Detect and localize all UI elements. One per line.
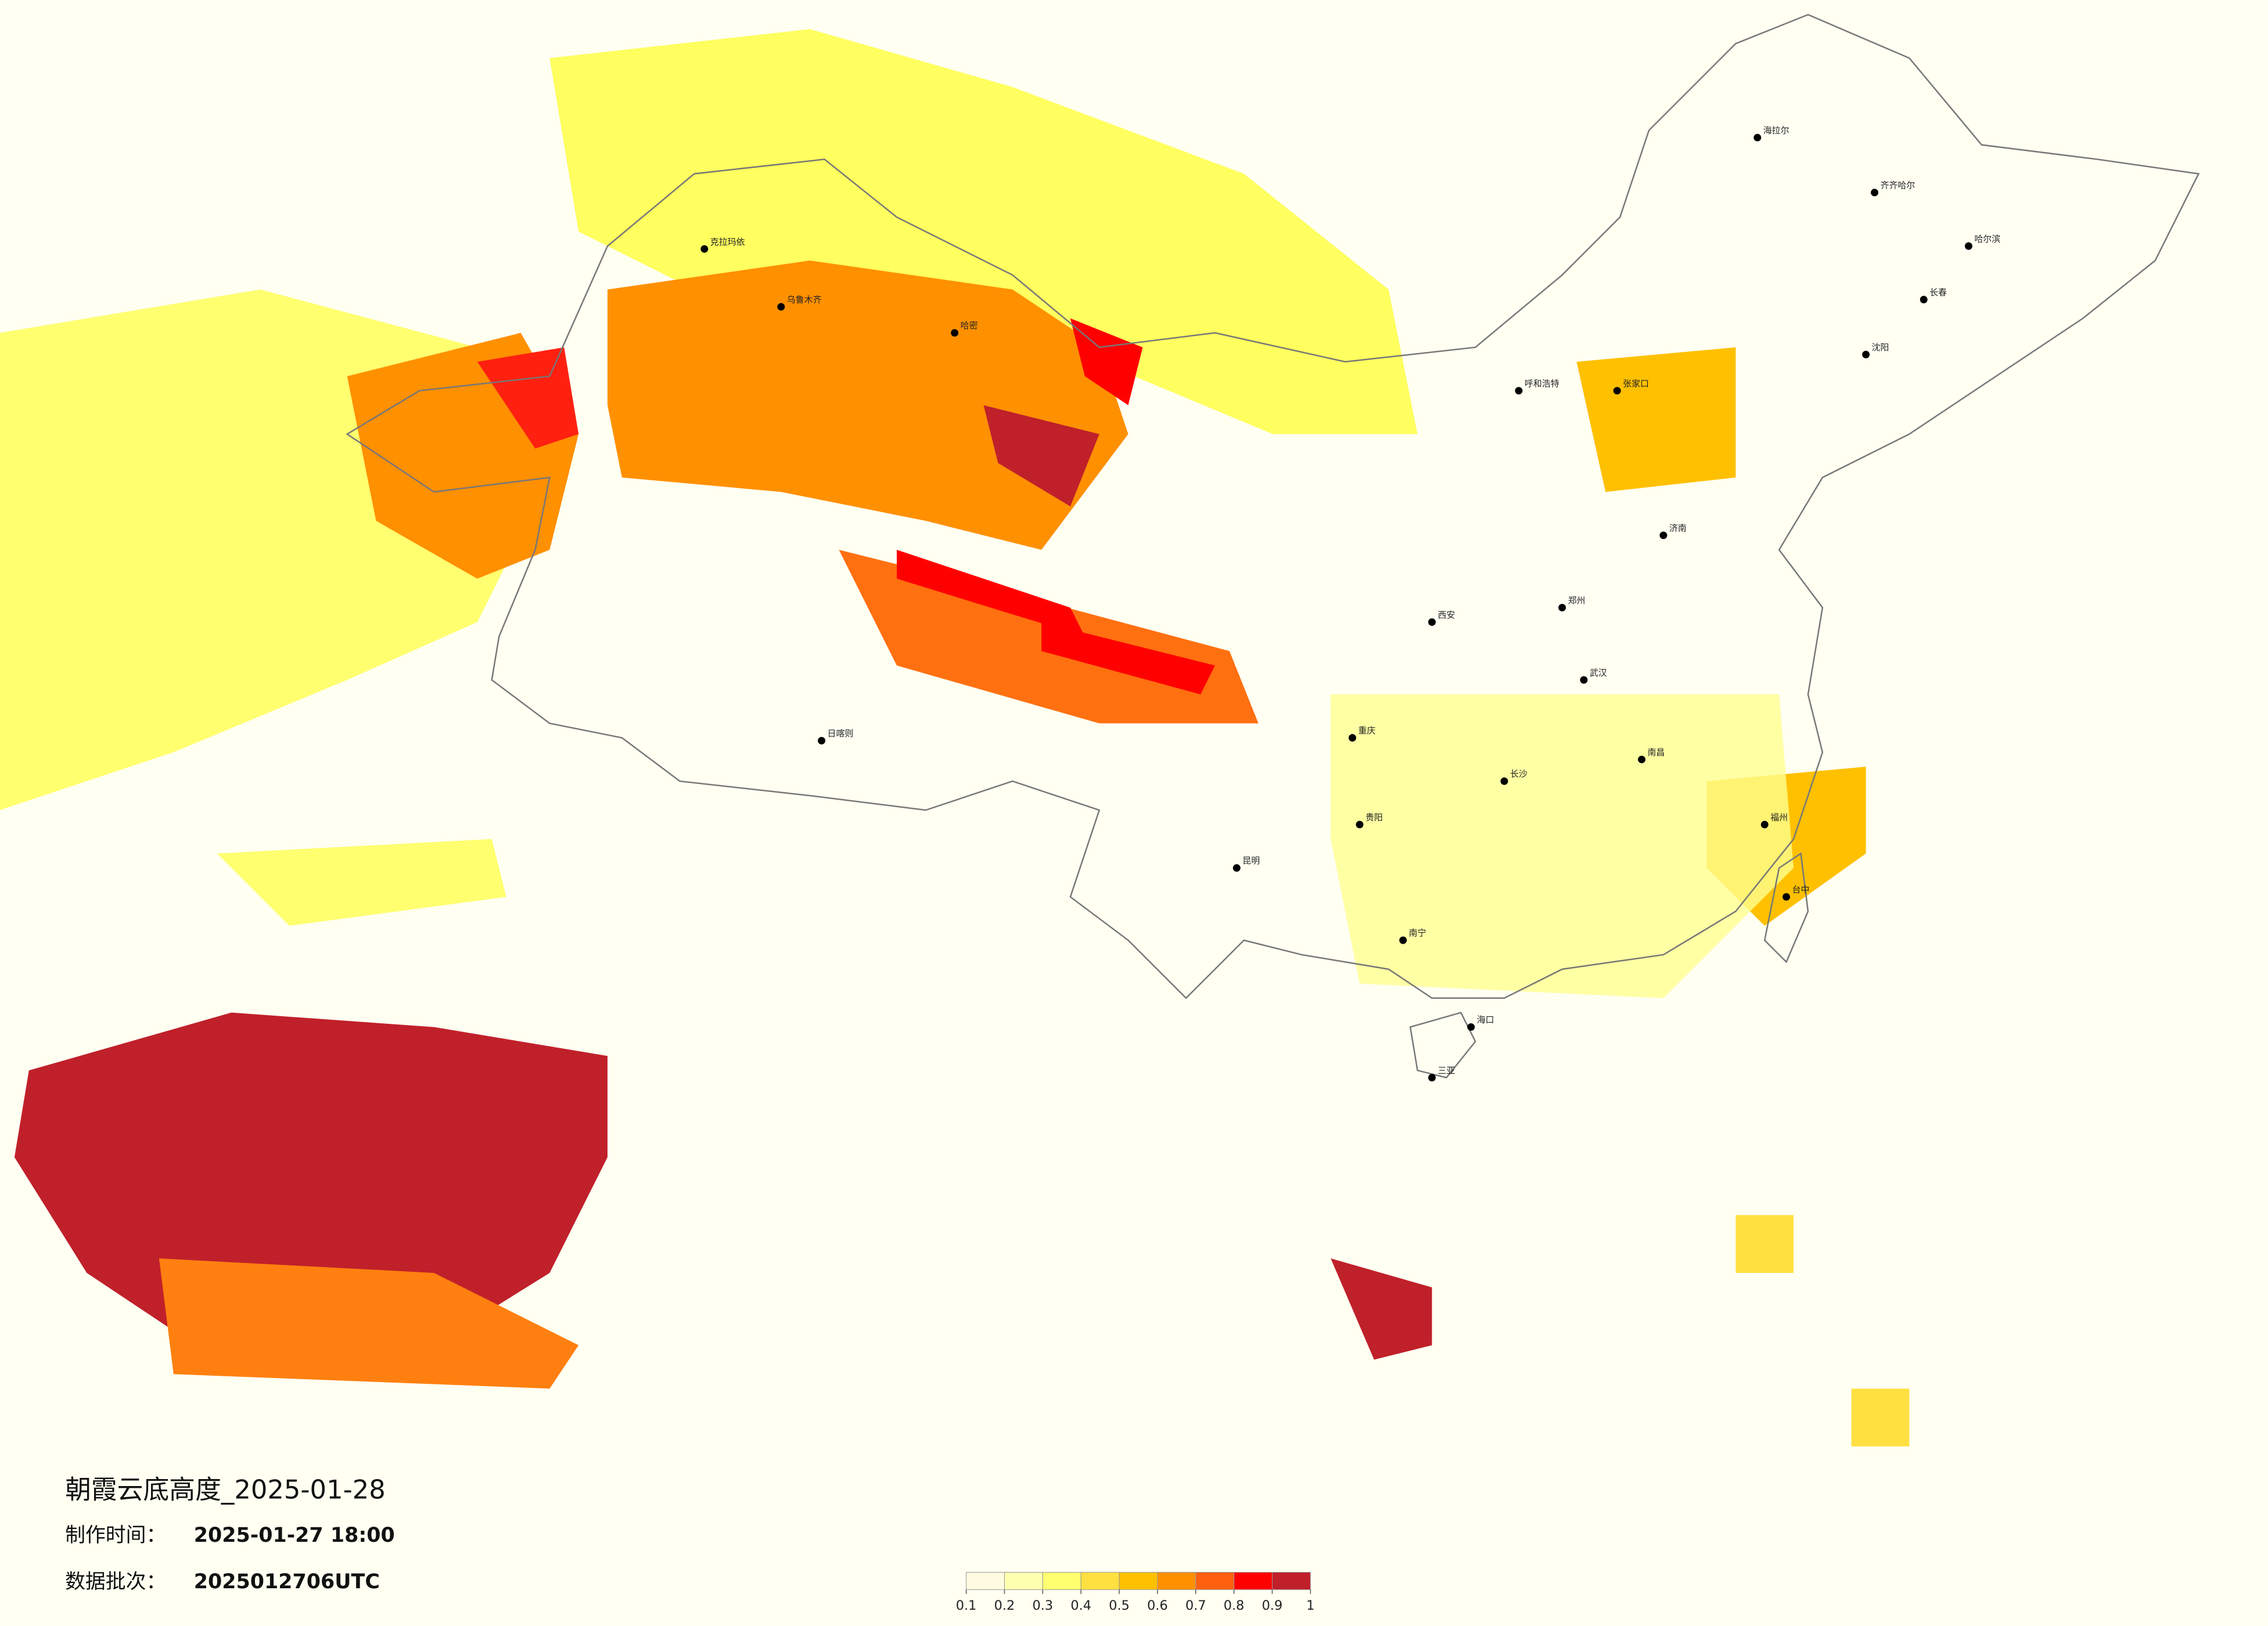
colorbar-bin [1271,1571,1311,1590]
island-border [1763,852,1809,963]
city-label: 重庆 [1358,725,1376,736]
city-dot [1760,821,1769,829]
city-dot [1659,531,1667,539]
city-dot [1580,676,1588,684]
city-label: 三亚 [1437,1065,1455,1075]
city-dot [818,737,826,744]
city-label: 长春 [1929,287,1947,297]
city-dot [1515,387,1523,395]
colorbar-tick-label: 0.3 [1033,1598,1054,1613]
city-label: 齐齐哈尔 [1881,180,1915,190]
city-label: 海口 [1477,1015,1494,1025]
colorbar-bin [1042,1571,1081,1590]
colorbar-tick-label: 0.4 [1070,1598,1091,1613]
city-dot [951,329,959,337]
city-label: 海拉尔 [1763,125,1789,135]
city-label: 福州 [1770,812,1788,822]
colorbar-bin [1004,1571,1043,1590]
city-label: 郑州 [1568,595,1586,606]
city-label: 沈阳 [1872,342,1889,352]
colorbar-tick-label: 0.6 [1147,1598,1168,1613]
city-dot [1862,351,1870,359]
city-label: 呼和浩特 [1525,378,1559,388]
city-label: 张家口 [1623,378,1649,388]
colorbar-tick-label: 0.9 [1262,1598,1283,1613]
city-label: 乌鲁木齐 [787,294,822,305]
colorbar-bin [1080,1571,1120,1590]
colorbar-tick-label: 0.5 [1109,1598,1130,1613]
city-label: 西安 [1437,610,1455,620]
colorbar-bin [1157,1571,1196,1590]
colorbar-tick-label: 0.2 [994,1598,1015,1613]
city-dot [1782,893,1791,901]
city-dot [700,245,709,253]
city-dot [1356,821,1364,829]
city-label: 克拉玛依 [710,236,745,247]
city-dot [1613,387,1621,395]
title: 朝霞云底高度_2025-01-28 [65,1474,386,1505]
city-label: 哈尔滨 [1974,233,2000,244]
city-dot [1753,134,1762,142]
city-label: 武汉 [1590,667,1607,678]
cloud-field [0,29,1910,1447]
city-dot [1349,734,1357,742]
colorbar: 0.1 0.2 0.3 0.4 0.5 0.6 0.7 0.8 0.9 1 [956,1571,1314,1613]
colorbar-bin [966,1571,1005,1590]
city-label: 贵阳 [1365,812,1383,822]
country-border [346,13,2200,999]
city-label: 济南 [1669,523,1687,533]
city-dot [1428,618,1436,626]
made-value: 2025-01-27 18:00 [194,1524,395,1547]
city-dot [1638,756,1646,764]
city-label: 日喀则 [828,728,854,739]
city-dot [1428,1074,1436,1082]
city-dot [1232,864,1241,872]
batch-value: 2025012706UTC [194,1570,380,1593]
city-dot [1920,296,1928,304]
city-label: 昆明 [1242,855,1260,866]
colorbar-bin [1119,1571,1158,1590]
city-dot [777,303,785,311]
colorbar-tick-label: 0.7 [1185,1598,1206,1613]
colorbar-tick-label: 0.1 [956,1598,977,1613]
city-dot [1500,777,1508,785]
made-label: 制作时间： [65,1524,166,1547]
city-label: 长沙 [1510,769,1527,779]
city-dot [1871,189,1879,197]
city-label: 台中 [1792,884,1810,895]
colorbar-bin [1234,1571,1273,1590]
city-label: 哈密 [961,321,978,331]
city-dot [1965,242,1972,250]
city-label: 南宁 [1409,928,1426,938]
batch-label: 数据批次： [65,1570,166,1593]
colorbar-tick-label: 0.8 [1224,1598,1245,1613]
city-label: 南昌 [1648,747,1665,757]
city-dot [1467,1023,1475,1031]
city-dot [1399,936,1407,944]
city-dot [1558,603,1566,611]
colorbar-tick-label: 1 [1306,1598,1314,1613]
colorbar-bin [1195,1571,1235,1590]
island-border [1409,1012,1476,1079]
